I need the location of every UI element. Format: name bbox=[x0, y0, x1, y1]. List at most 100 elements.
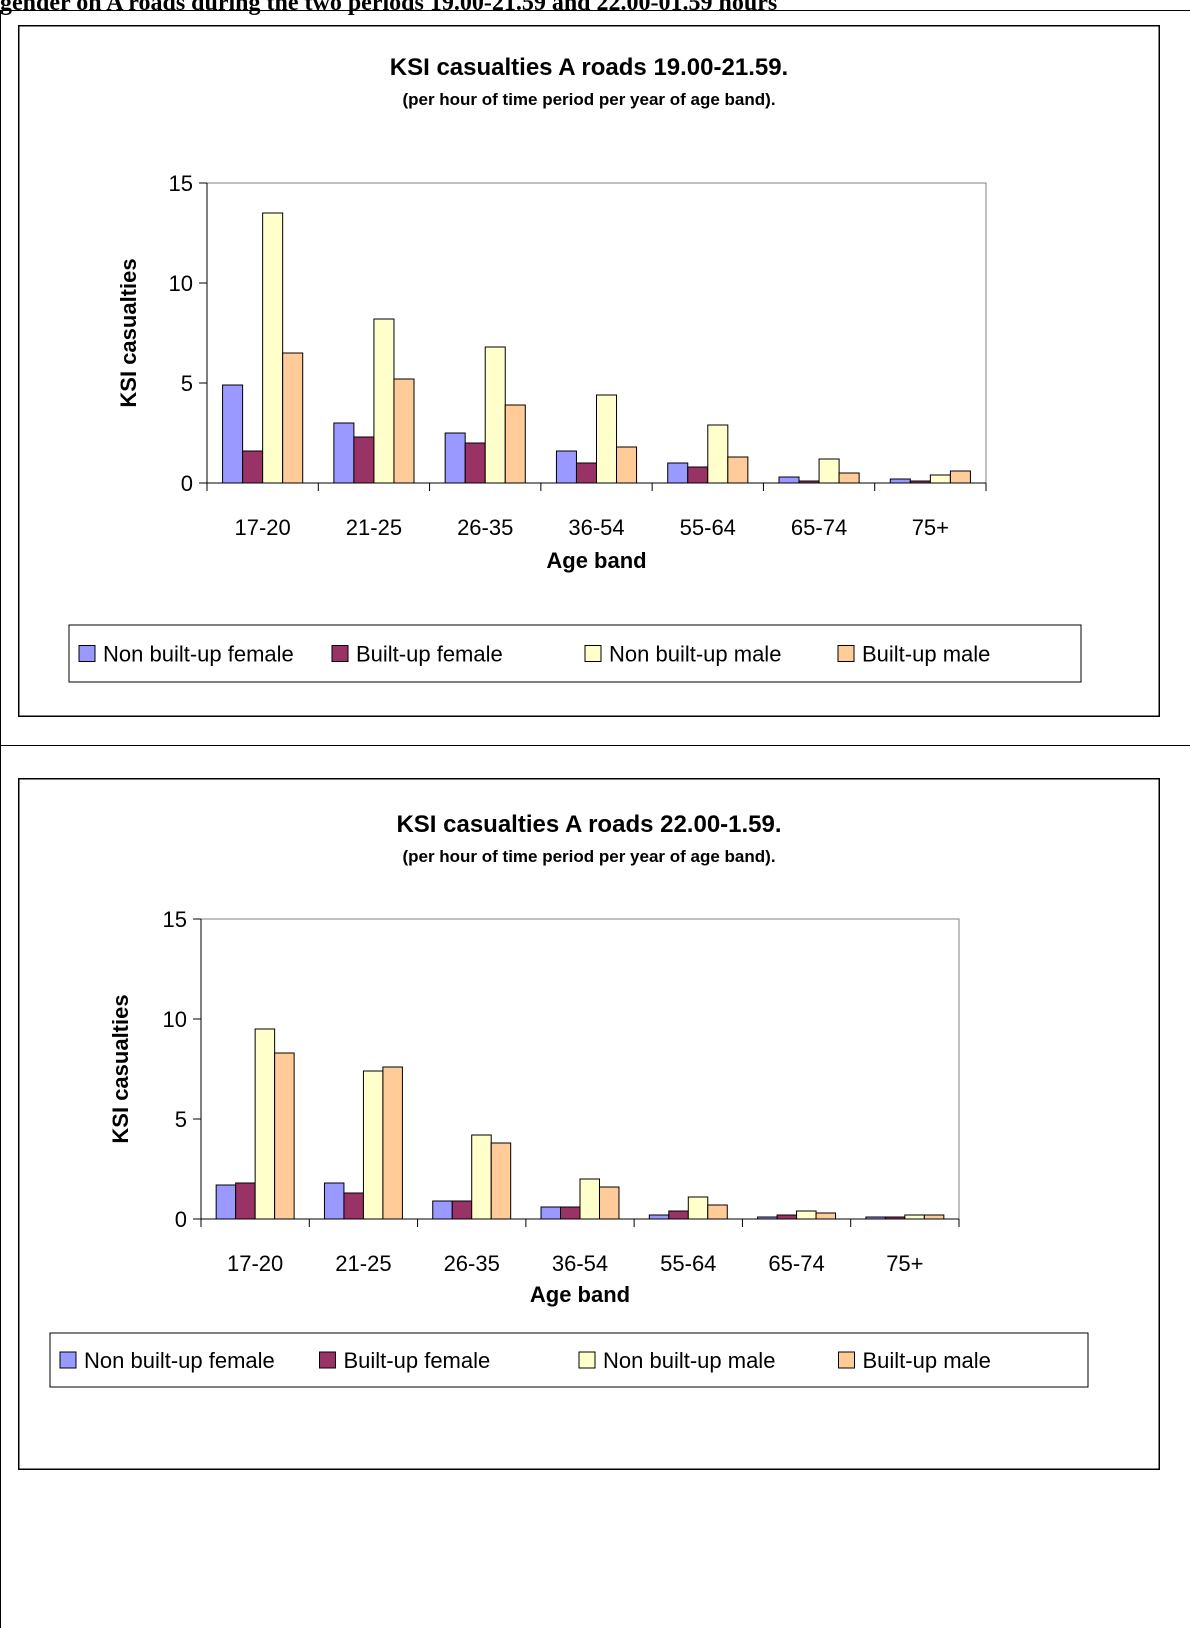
legend-label: Non built-up male bbox=[603, 1348, 775, 1373]
bar bbox=[668, 1210, 689, 1220]
x-tick-label: 26-35 bbox=[457, 515, 513, 540]
bar bbox=[929, 474, 951, 484]
bar bbox=[648, 1214, 670, 1220]
bar bbox=[707, 1204, 728, 1220]
x-tick-label: 55-64 bbox=[680, 515, 736, 540]
x-tick-label: 17-20 bbox=[227, 1251, 283, 1276]
legend-label: Built-up female bbox=[356, 642, 503, 667]
x-tick-label: 65-74 bbox=[791, 515, 847, 540]
legend-label: Built-up female bbox=[344, 1348, 491, 1373]
x-tick-label: 65-74 bbox=[768, 1251, 824, 1276]
bar bbox=[222, 384, 244, 484]
legend-swatch bbox=[319, 1351, 336, 1369]
bar bbox=[504, 404, 526, 484]
bar bbox=[254, 1028, 276, 1220]
bar bbox=[687, 466, 709, 484]
bar bbox=[757, 1216, 778, 1220]
chart-1: KSI casualties A roads 19.00-21.59. (per … bbox=[18, 25, 1160, 717]
x-tick-label: 21-25 bbox=[335, 1251, 391, 1276]
bar bbox=[353, 436, 375, 484]
bar bbox=[865, 1216, 886, 1220]
x-tick-label: 36-54 bbox=[552, 1251, 608, 1276]
y-axis-label: KSI casualties bbox=[108, 994, 133, 1143]
bar bbox=[949, 470, 971, 484]
bar bbox=[575, 462, 597, 484]
y-tick-label: 0 bbox=[175, 1207, 187, 1232]
bar bbox=[432, 1200, 453, 1220]
bar bbox=[393, 378, 415, 484]
y-axis-label: KSI casualties bbox=[116, 258, 141, 407]
legend-label: Non built-up female bbox=[84, 1348, 275, 1373]
y-tick-label: 0 bbox=[181, 471, 193, 496]
bar bbox=[373, 318, 395, 484]
chart-2: KSI casualties A roads 22.00-1.59. (per h… bbox=[18, 778, 1160, 1470]
bar bbox=[923, 1214, 945, 1220]
legend-swatch bbox=[578, 1351, 596, 1369]
page-heading: gender on A roads during the two periods… bbox=[0, 0, 778, 16]
legend-swatch bbox=[837, 645, 855, 662]
y-tick-label: 5 bbox=[175, 1107, 187, 1132]
bar bbox=[598, 1186, 620, 1220]
plot-area bbox=[200, 918, 960, 1220]
bar bbox=[362, 1070, 384, 1220]
y-tick-label: 5 bbox=[181, 371, 193, 396]
bar bbox=[818, 458, 840, 484]
legend-swatch bbox=[584, 645, 602, 662]
bar bbox=[909, 480, 931, 484]
bar bbox=[464, 442, 486, 484]
bar bbox=[490, 1142, 512, 1220]
legend-swatch bbox=[59, 1351, 77, 1369]
legend-label: Non built-up male bbox=[609, 642, 781, 667]
legend-box bbox=[68, 624, 1082, 683]
bar bbox=[274, 1052, 295, 1220]
y-tick-label: 15 bbox=[169, 171, 193, 196]
bar bbox=[889, 478, 911, 484]
chart-title: KSI casualties A roads 19.00-21.59. bbox=[390, 54, 788, 81]
legend-swatch bbox=[78, 645, 96, 662]
bar bbox=[727, 456, 749, 484]
x-tick-label: 75+ bbox=[886, 1251, 923, 1276]
bar bbox=[282, 352, 304, 484]
bar bbox=[242, 450, 264, 484]
bar bbox=[667, 462, 689, 484]
x-tick-label: 17-20 bbox=[235, 515, 291, 540]
x-axis-label: Age band bbox=[546, 548, 646, 573]
bar bbox=[323, 1182, 345, 1220]
bar bbox=[776, 1214, 798, 1220]
bar bbox=[616, 446, 638, 484]
bar bbox=[579, 1178, 600, 1220]
y-tick-label: 15 bbox=[163, 907, 187, 932]
legend-swatch bbox=[331, 645, 349, 662]
legend-label: Built-up male bbox=[862, 642, 990, 667]
bar bbox=[560, 1206, 581, 1220]
bar bbox=[884, 1216, 906, 1220]
chart-subtitle: (per hour of time period per year of age… bbox=[402, 90, 775, 109]
legend-box bbox=[49, 1332, 1089, 1388]
bar bbox=[382, 1066, 403, 1220]
y-tick-label: 10 bbox=[163, 1007, 187, 1032]
x-tick-label: 55-64 bbox=[660, 1251, 716, 1276]
chart-title: KSI casualties A roads 22.00-1.59. bbox=[396, 811, 781, 838]
bar bbox=[815, 1212, 837, 1220]
legend-label: Non built-up female bbox=[103, 642, 294, 667]
bar bbox=[451, 1200, 473, 1220]
x-tick-label: 21-25 bbox=[346, 515, 402, 540]
bar bbox=[798, 480, 820, 484]
legend-label: Built-up male bbox=[863, 1348, 991, 1373]
bar bbox=[596, 394, 618, 484]
bar bbox=[235, 1182, 256, 1220]
bar bbox=[262, 212, 284, 484]
table-cell-top bbox=[0, 10, 1190, 746]
x-tick-label: 26-35 bbox=[444, 1251, 500, 1276]
bar bbox=[343, 1192, 364, 1220]
bar bbox=[540, 1206, 562, 1220]
bar bbox=[471, 1134, 492, 1220]
x-axis-label: Age band bbox=[530, 1282, 630, 1307]
y-tick-label: 10 bbox=[169, 271, 193, 296]
bar bbox=[687, 1196, 709, 1220]
bar bbox=[778, 476, 800, 484]
chart-subtitle: (per hour of time period per year of age… bbox=[402, 847, 775, 866]
bar bbox=[555, 450, 577, 484]
x-tick-label: 36-54 bbox=[568, 515, 624, 540]
bar bbox=[484, 346, 506, 484]
